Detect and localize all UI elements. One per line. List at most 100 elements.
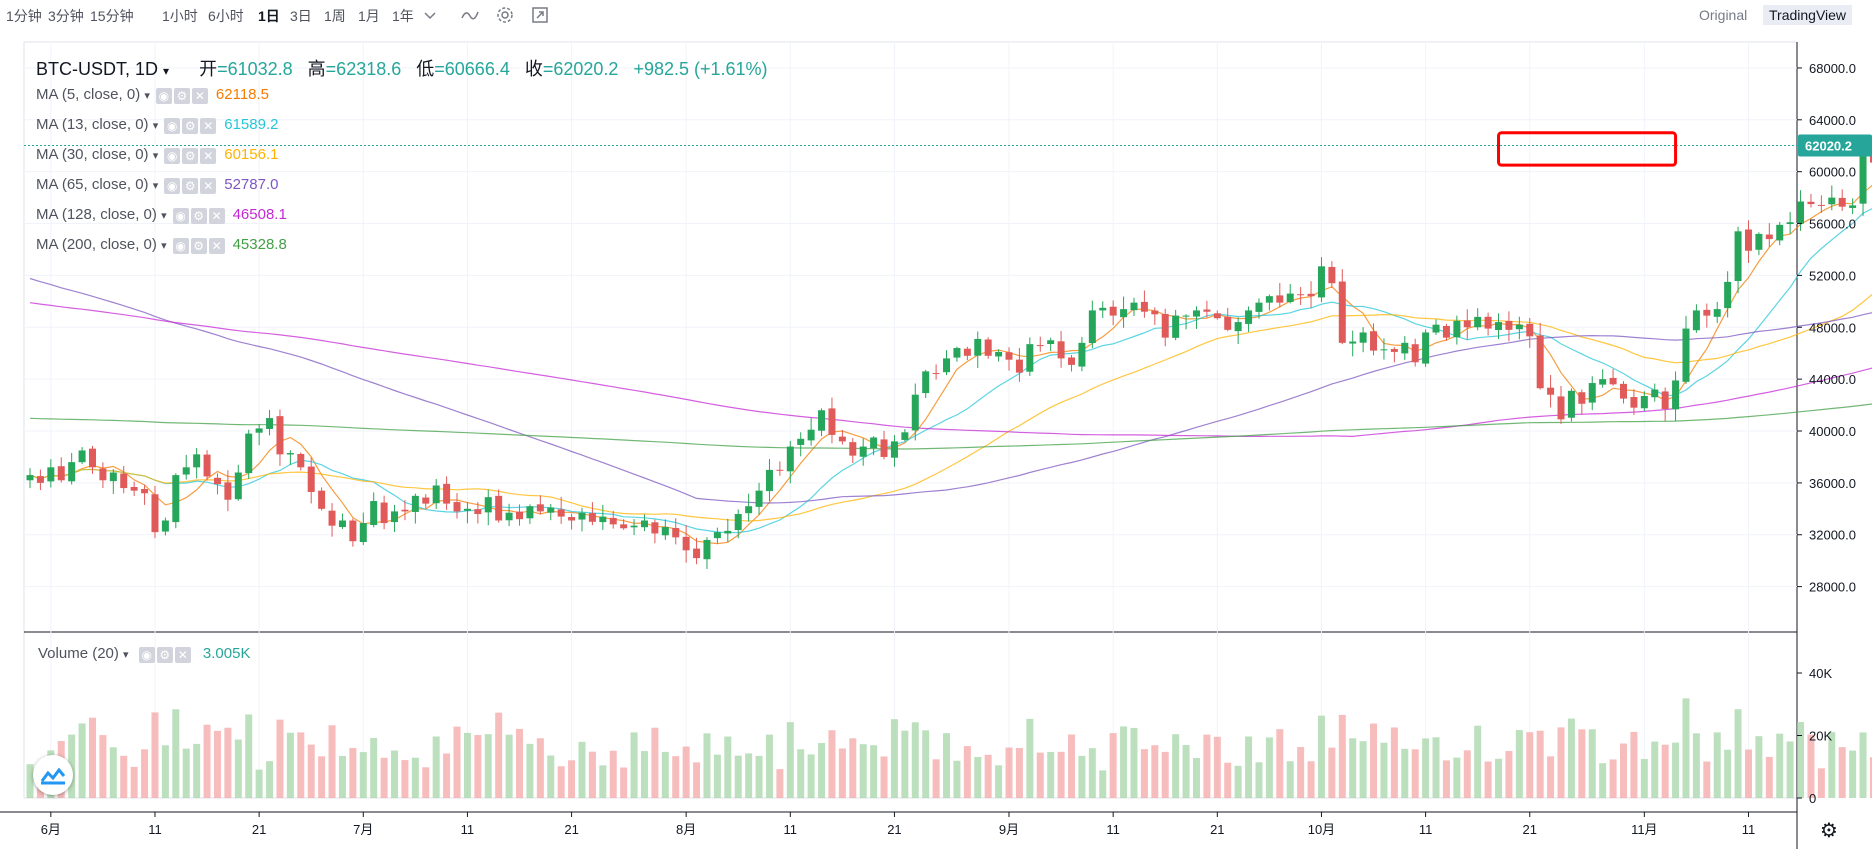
settings-icon[interactable]: ⚙ [156,646,173,663]
chart-settings-gear-icon[interactable]: ⚙ [1820,820,1838,842]
candle-body [516,511,524,520]
visibility-icon[interactable]: ◉ [164,117,181,134]
settings-icon[interactable]: ⚙ [182,177,199,194]
ma-label[interactable]: MA (65, close, 0) [36,176,149,193]
volume-bar [1068,734,1075,798]
symbol-label[interactable]: BTC-USDT, 1D [36,59,159,79]
volume-bar [474,735,482,798]
ma-label[interactable]: MA (128, close, 0) [36,206,157,223]
chevron-down-icon[interactable]: ▾ [123,649,129,661]
timeframe-1y[interactable]: 1年 [392,8,414,24]
volume-bar [1442,760,1450,798]
settings-icon[interactable]: ⚙ [190,237,207,254]
volume-bar [1151,745,1159,798]
ma-label[interactable]: MA (30, close, 0) [36,146,149,163]
mode-tradingview[interactable]: TradingView [1763,5,1853,25]
settings-icon[interactable]: ⚙ [190,207,207,224]
candle-body [1661,391,1669,409]
timeframe-1d[interactable]: 1日 [258,8,280,24]
settings-icon[interactable]: ⚙ [182,147,199,164]
candle-body [838,436,846,442]
volume-bar [1370,723,1378,798]
volume-bar [172,709,180,798]
volume-bar [838,748,846,798]
candle-body [1609,377,1617,385]
volume-bar [1432,737,1440,798]
volume-bar [1776,733,1784,798]
candle-body [443,483,451,504]
fullscreen-icon[interactable] [530,5,550,25]
visibility-icon[interactable]: ◉ [164,177,181,194]
timeframe-1mo[interactable]: 1月 [358,8,380,24]
candlesticks [26,139,1872,569]
timeframe-6h[interactable]: 6小时 [208,8,244,24]
high-label: 高 [307,59,326,79]
visibility-icon[interactable]: ◉ [155,87,172,104]
ma-label[interactable]: MA (5, close, 0) [36,86,141,103]
volume-bar [1474,725,1482,798]
ma-line [29,208,1872,534]
close-icon[interactable]: ✕ [208,207,225,224]
gear-icon[interactable] [495,5,515,25]
close-icon[interactable]: ✕ [208,237,225,254]
price-tag-box [1798,134,1872,157]
volume-bar [359,752,367,798]
close-icon[interactable]: ✕ [191,87,208,104]
chevron-down-icon[interactable]: ▾ [152,180,159,192]
candle-body [213,477,221,485]
chevron-down-icon[interactable]: ▾ [161,240,167,252]
chevron-down-icon[interactable]: ▾ [161,210,167,222]
timeframe-1h[interactable]: 1小时 [162,8,198,24]
volume-bar [693,762,701,798]
chevron-down-icon[interactable]: ▾ [144,90,150,102]
candle-body [943,358,951,373]
volume-bar [901,730,909,798]
ma-line [29,302,1872,438]
candle-body [1599,379,1607,385]
candle-body [1619,383,1627,399]
timeframe-3d[interactable]: 3日 [290,8,312,24]
volume-bar [193,743,201,798]
candle-body [1088,310,1096,344]
volume-bar [1047,751,1055,798]
chevron-down-icon[interactable] [420,5,440,25]
chevron-down-icon[interactable]: ▾ [152,120,159,132]
volume-bar [630,732,638,798]
visibility-icon[interactable]: ◉ [172,237,189,254]
candle-body [359,523,367,543]
settings-icon[interactable]: ⚙ [173,87,190,104]
candle-body [130,487,138,491]
visibility-icon[interactable]: ◉ [138,646,155,663]
ma-controls: ◉ ⚙ ✕ [172,237,227,254]
settings-icon[interactable]: ⚙ [182,117,199,134]
candle-body [526,506,534,519]
visibility-icon[interactable]: ◉ [164,147,181,164]
chart-axes: 68000.0 64000.0 60000.0 56000.0 52000.0 48000… [41,61,1856,837]
volume-bar [1036,752,1044,798]
y-tick-label: 36000.0 [1809,476,1856,491]
close-icon[interactable]: ✕ [174,646,191,663]
volume-bar [1619,743,1627,798]
ma-label[interactable]: MA (200, close, 0) [36,236,157,253]
volume-label[interactable]: Volume (20) [38,645,119,662]
timeframe-1w[interactable]: 1周 [324,8,346,24]
chevron-down-icon[interactable]: ▾ [152,150,159,162]
ma-label[interactable]: MA (13, close, 0) [36,116,149,133]
candle-body [26,475,34,481]
close-icon[interactable]: ✕ [200,117,217,134]
volume-bar [786,722,794,798]
mode-original[interactable]: Original [1699,7,1748,23]
volume-bar [870,745,878,798]
tradingview-logo[interactable] [33,755,73,795]
timeframe-15min[interactable]: 15分钟 [90,8,134,24]
close-icon[interactable]: ✕ [200,147,217,164]
line-chart-icon[interactable] [460,5,480,25]
timeframe-3min[interactable]: 3分钟 [48,8,84,24]
chevron-down-icon[interactable]: ▾ [163,64,170,78]
ma-value: 52787.0 [224,176,279,193]
close-icon[interactable]: ✕ [200,177,217,194]
candle-body [1120,309,1128,318]
visibility-icon[interactable]: ◉ [172,207,189,224]
timeframe-1min[interactable]: 1分钟 [6,8,42,24]
